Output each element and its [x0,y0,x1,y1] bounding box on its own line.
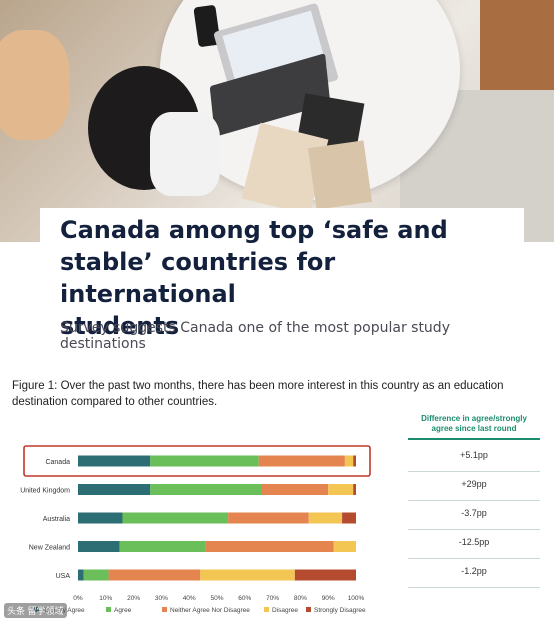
figure-caption: Figure 1: Over the past two months, ther… [12,378,512,410]
category-label: Australia [43,516,70,523]
category-label: USA [56,573,71,580]
bar-segment [258,455,345,467]
x-tick-label: 40% [183,595,196,602]
headline-card [40,208,524,248]
x-tick-label: 10% [99,595,112,602]
x-tick-label: 0% [73,595,83,602]
bar-segment [78,512,123,524]
article-headline: Canada among top ‘safe and stable’ count… [60,214,500,342]
subhead-line: destinations [60,336,146,352]
bar-segment [342,512,356,524]
bar-segment [328,484,354,495]
difference-value: +5.1pp [460,450,488,460]
bar-segment [108,569,201,581]
bar-segment [122,512,229,524]
bar-segment [78,484,151,495]
article-subheadline: Survey suggests Canada one of the most p… [60,320,500,352]
x-tick-label: 30% [155,595,168,602]
bar-segment [119,541,206,552]
x-tick-label: 80% [294,595,307,602]
legend-swatch [264,607,269,612]
legend-swatch [306,607,311,612]
bar-segment [78,569,84,581]
diff-header-line: Difference in agree/strongly [421,414,527,423]
caption-line: destination compared to other countries. [12,396,218,408]
bar-segment [205,541,334,552]
bar-segment [78,541,120,552]
bar-segment [261,484,329,495]
bar-segment [308,512,343,524]
difference-row-rule [408,529,540,530]
difference-value: -1.2pp [461,566,487,576]
difference-row-rule [408,471,540,472]
bar-segment [228,512,309,524]
diff-header-line: agree since last round [431,424,517,433]
bar-segment [333,541,356,552]
stacked-bar-chart: Canada United Kingdom Australia New Zealand… [20,445,371,614]
x-tick-label: 20% [127,595,140,602]
category-label: United Kingdom [20,488,70,495]
legend-label: Agree [114,607,132,614]
category-label: New Zealand [29,545,70,552]
bar-segment [294,569,356,581]
highlight-box [23,445,371,477]
bar-segment [344,455,354,467]
bar-segment [150,455,259,467]
legend-swatch [162,607,167,612]
watermark: 头条 留学领域 [4,603,67,618]
x-tick-label: 50% [210,595,223,602]
difference-value: +29pp [461,479,487,489]
difference-value: -12.5pp [458,537,490,547]
caption-line: Figure 1: Over the past two months, ther… [12,380,504,392]
difference-row-rule [408,558,540,559]
bar-segment [83,569,109,581]
bar-segment [353,455,356,467]
hero-photo [0,0,554,242]
difference-row-rule [408,587,540,588]
bar-segment [150,484,262,495]
legend-label: Strongly Disagree [314,607,366,614]
difference-panel-header: Difference in agree/strongly agree since… [408,414,540,434]
diff-header-rule [408,438,540,440]
x-tick-label: 60% [238,595,251,602]
subhead-line: Survey suggests Canada one of the most p… [60,320,450,336]
difference-row-rule [408,500,540,501]
category-label: Canada [45,459,70,466]
bar-segment [353,484,356,495]
bar-segment [78,455,151,467]
x-tick-label: 100% [348,595,365,602]
headline-line: students [60,312,180,340]
legend-label: Disagree [272,607,298,614]
legend-swatch [106,607,111,612]
headline-line: stable’ countries for international [60,248,336,308]
bar-segment [200,569,295,581]
difference-value: -3.7pp [461,508,487,518]
x-tick-label: 70% [266,595,279,602]
headline-line: Canada among top ‘safe and [60,216,448,244]
legend-label: Neither Agree Nor Disagree [170,607,250,614]
x-tick-label: 90% [322,595,335,602]
